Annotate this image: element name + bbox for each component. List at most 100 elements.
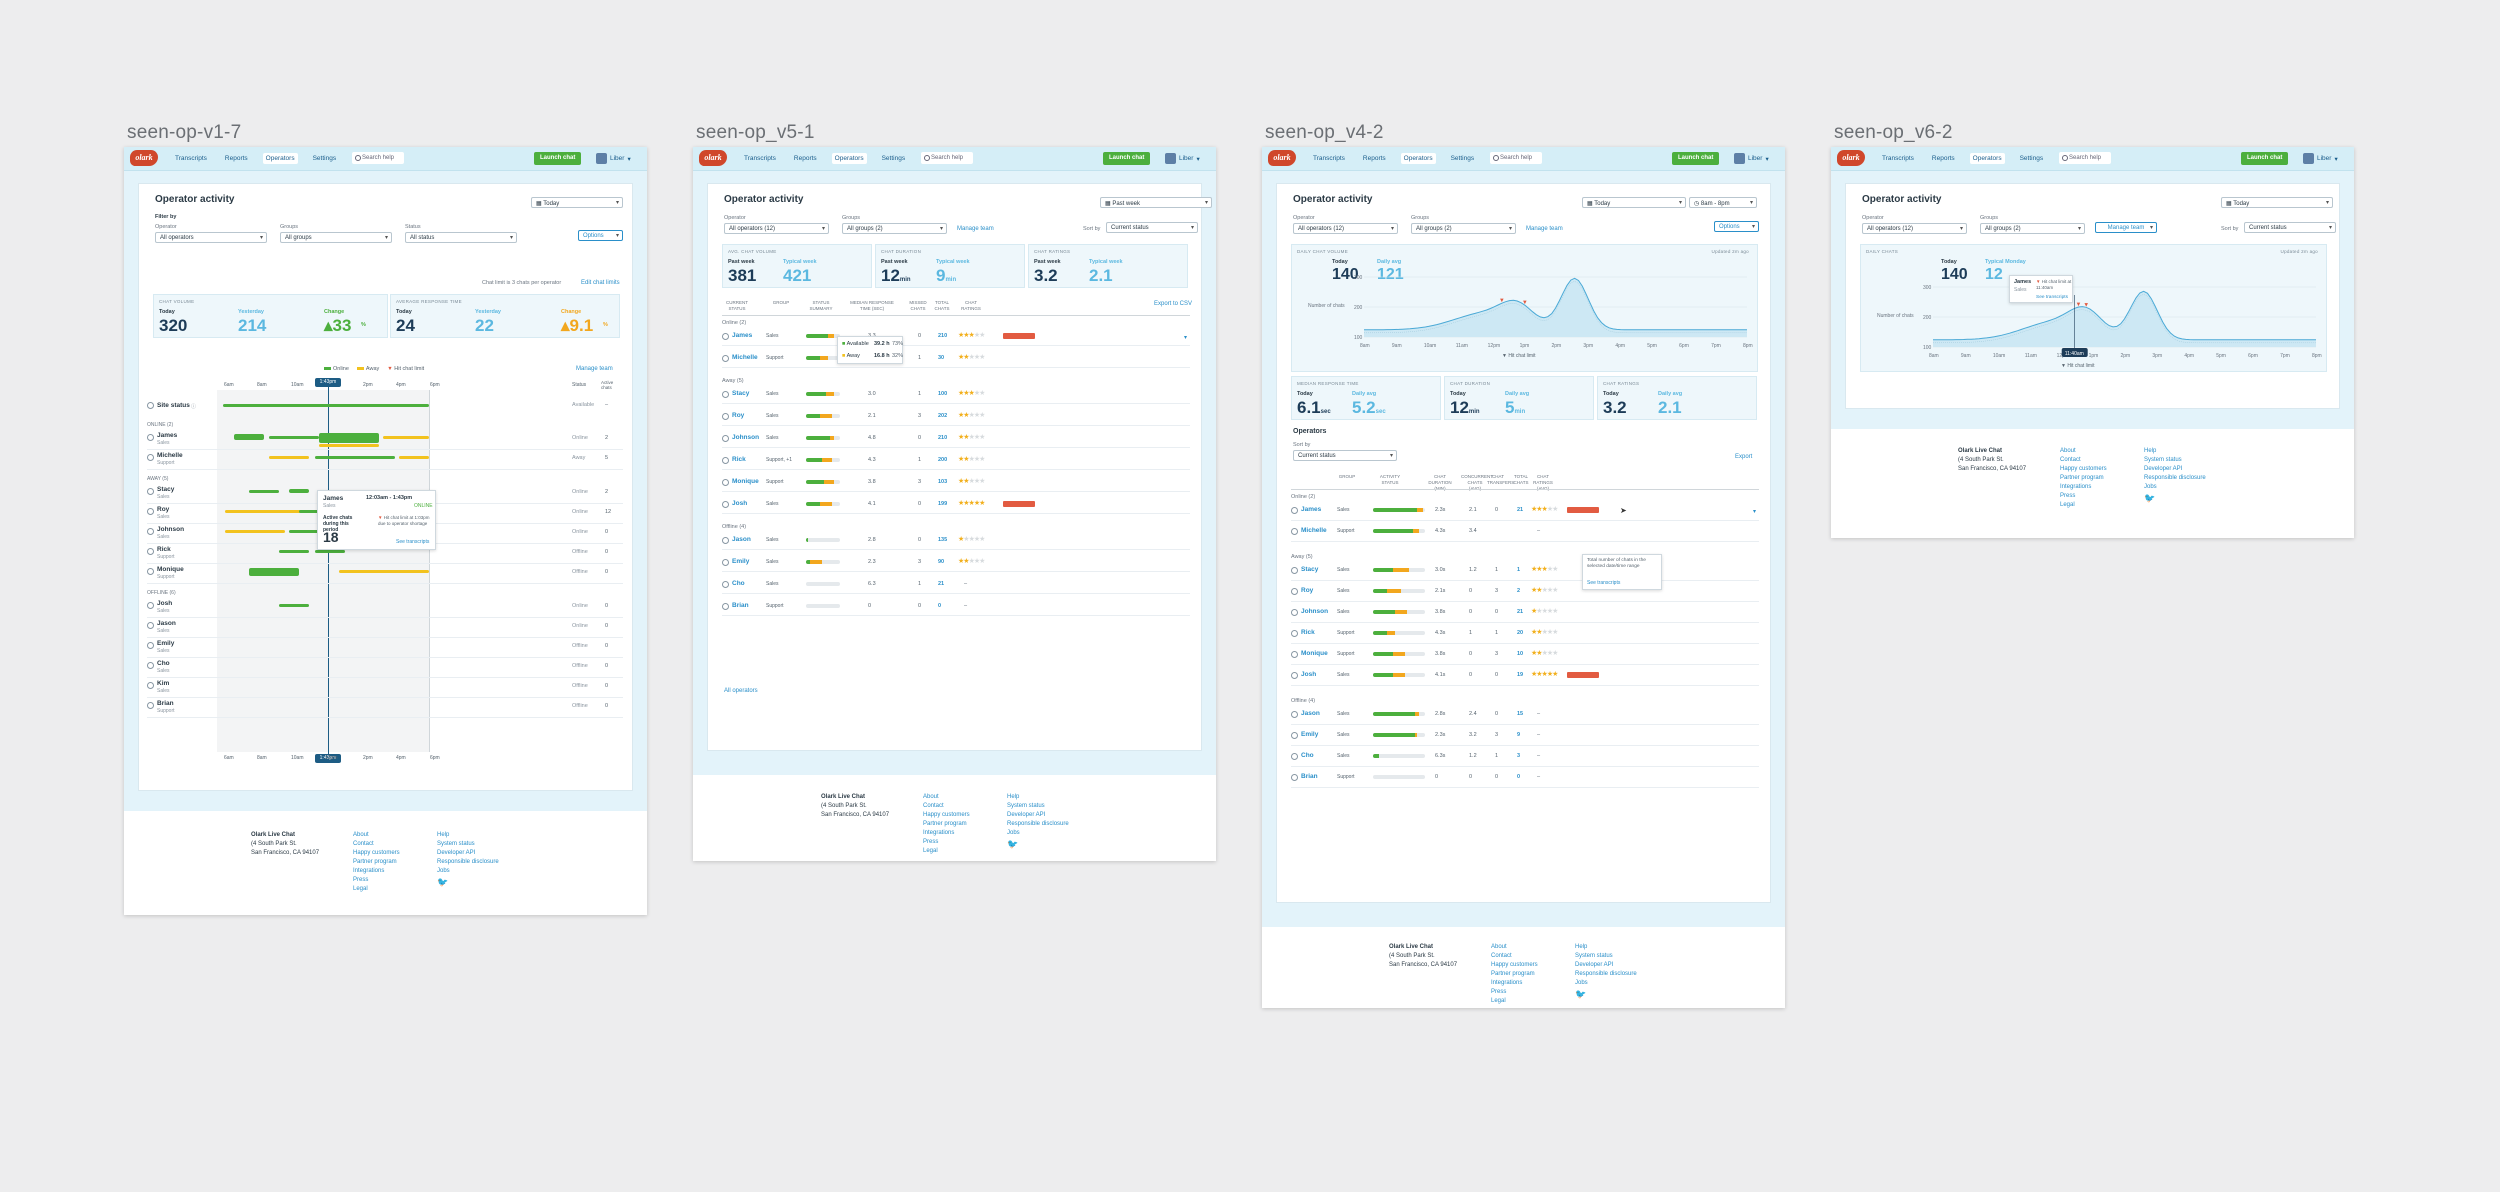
operator-name[interactable]: Emily <box>157 640 175 647</box>
sort-select[interactable]: Current status <box>1293 450 1397 461</box>
operator-name[interactable]: James <box>1301 506 1322 513</box>
footer-link[interactable]: Press <box>1491 989 1507 995</box>
user-menu[interactable]: Liber ▾ <box>2303 153 2338 164</box>
operator-name[interactable]: Monique <box>1301 650 1328 657</box>
footer-link[interactable]: Jobs <box>437 868 450 874</box>
nav-transcripts[interactable]: Transcripts <box>1313 155 1345 162</box>
footer-link[interactable]: Integrations <box>1491 980 1523 986</box>
twitter-icon[interactable]: 🐦 <box>1007 839 1019 849</box>
footer-link[interactable]: Integrations <box>2060 484 2092 490</box>
export-csv-link[interactable]: Export to CSV <box>1154 301 1193 307</box>
operator-select[interactable]: All operators (12) <box>1293 223 1398 234</box>
status-select[interactable]: All status <box>405 232 517 243</box>
footer-link[interactable]: Legal <box>923 848 938 854</box>
total-chats[interactable]: 21 <box>1517 609 1524 615</box>
manage-team-button[interactable]: Manage team <box>2095 222 2157 233</box>
operator-name[interactable]: James <box>732 332 753 339</box>
footer-link[interactable]: Integrations <box>353 868 385 874</box>
sort-select[interactable]: Current status <box>1106 222 1198 233</box>
operator-name[interactable]: Rick <box>732 456 746 463</box>
total-chats[interactable]: 9 <box>1517 732 1521 738</box>
footer-link[interactable]: Help <box>1575 944 1588 950</box>
user-menu[interactable]: Liber ▾ <box>596 153 631 164</box>
footer-link[interactable]: Press <box>923 839 939 845</box>
operator-name[interactable]: Rick <box>1301 629 1315 636</box>
footer-link[interactable]: Partner program <box>353 859 397 865</box>
operator-name[interactable]: Roy <box>732 412 745 419</box>
manage-team-link[interactable]: Manage team <box>576 366 613 372</box>
operator-name[interactable]: Jason <box>732 536 751 543</box>
edit-chat-limits-link[interactable]: Edit chat limits <box>581 280 620 286</box>
footer-link[interactable]: Jobs <box>1575 980 1588 986</box>
operator-name[interactable]: Roy <box>157 506 170 513</box>
chevron-down-icon[interactable]: ▾ <box>1753 509 1757 515</box>
footer-link[interactable]: System status <box>1575 953 1613 959</box>
total-chats[interactable]: 199 <box>938 501 948 507</box>
operator-name[interactable]: Monique <box>732 478 759 485</box>
footer-link[interactable]: Legal <box>2060 502 2075 508</box>
footer-link[interactable]: Partner program <box>1491 971 1535 977</box>
user-menu[interactable]: Liber ▾ <box>1734 153 1769 164</box>
search-input[interactable]: Search help <box>921 152 973 164</box>
date-select[interactable]: ▦ Today <box>1582 197 1686 208</box>
nav-operators[interactable]: Operators <box>1400 153 1436 164</box>
options-button[interactable]: Options <box>1714 221 1759 232</box>
time-select[interactable]: ◷ 8am - 8pm <box>1689 197 1757 208</box>
total-chats[interactable]: 0 <box>938 603 942 609</box>
footer-link[interactable]: Legal <box>353 886 368 892</box>
footer-link[interactable]: Contact <box>353 841 374 847</box>
footer-link[interactable]: Contact <box>2060 457 2081 463</box>
footer-link[interactable]: Contact <box>923 803 944 809</box>
launch-chat-button[interactable]: Launch chat <box>1103 152 1151 165</box>
groups-select[interactable]: All groups (2) <box>1980 223 2085 234</box>
footer-link[interactable]: Contact <box>1491 953 1512 959</box>
footer-link[interactable]: Developer API <box>1575 962 1614 968</box>
footer-link[interactable]: Responsible disclosure <box>2144 475 2206 481</box>
see-transcripts-link[interactable]: See transcripts <box>396 539 430 545</box>
nav-operators[interactable]: Operators <box>1969 153 2005 164</box>
search-input[interactable]: Search help <box>352 152 404 164</box>
operator-name[interactable]: Johnson <box>732 434 760 441</box>
footer-link[interactable]: Partner program <box>923 821 967 827</box>
footer-link[interactable]: Jobs <box>1007 830 1020 836</box>
nav-reports[interactable]: Reports <box>1931 155 1955 162</box>
launch-chat-button[interactable]: Launch chat <box>1672 152 1720 165</box>
total-chats[interactable]: 1 <box>1517 567 1521 573</box>
operator-name[interactable]: Jason <box>157 620 176 627</box>
manage-team-link[interactable]: Manage team <box>1526 226 1563 232</box>
footer-link[interactable]: Responsible disclosure <box>1575 971 1637 977</box>
total-chats[interactable]: 10 <box>1517 651 1524 657</box>
total-chats[interactable]: 3 <box>1517 753 1521 759</box>
operator-name[interactable]: Cho <box>157 660 170 667</box>
olark-logo[interactable]: olark <box>1837 150 1865 166</box>
total-chats[interactable]: 21 <box>1517 507 1524 513</box>
operator-name[interactable]: Michelle <box>157 452 183 459</box>
footer-link[interactable]: About <box>923 794 939 800</box>
operator-name[interactable]: Josh <box>157 600 173 607</box>
groups-select[interactable]: All groups <box>280 232 392 243</box>
footer-link[interactable]: Partner program <box>2060 475 2104 481</box>
footer-link[interactable]: Responsible disclosure <box>1007 821 1069 827</box>
search-input[interactable]: Search help <box>1490 152 1542 164</box>
operator-name[interactable]: Jason <box>1301 710 1320 717</box>
chevron-down-icon[interactable]: ▾ <box>1184 335 1188 341</box>
footer-link[interactable]: System status <box>2144 457 2182 463</box>
olark-logo[interactable]: olark <box>1268 150 1296 166</box>
see-transcripts-link[interactable]: See transcripts <box>2036 295 2068 300</box>
total-chats[interactable]: 210 <box>938 435 948 441</box>
operator-select[interactable]: All operators (12) <box>724 223 829 234</box>
footer-link[interactable]: Integrations <box>923 830 955 836</box>
footer-link[interactable]: Jobs <box>2144 484 2157 490</box>
operator-name[interactable]: Monique <box>157 566 184 573</box>
nav-settings[interactable]: Settings <box>1450 155 1475 162</box>
manage-team-link[interactable]: Manage team <box>957 226 994 232</box>
total-chats[interactable]: 21 <box>938 581 945 587</box>
footer-link[interactable]: Happy customers <box>353 850 400 856</box>
nav-reports[interactable]: Reports <box>224 155 248 162</box>
launch-chat-button[interactable]: Launch chat <box>2241 152 2289 165</box>
operator-name[interactable]: Stacy <box>1301 566 1319 573</box>
footer-link[interactable]: System status <box>1007 803 1045 809</box>
options-button[interactable]: Options <box>578 230 623 241</box>
footer-link[interactable]: About <box>1491 944 1507 950</box>
twitter-icon[interactable]: 🐦 <box>1575 989 1587 999</box>
